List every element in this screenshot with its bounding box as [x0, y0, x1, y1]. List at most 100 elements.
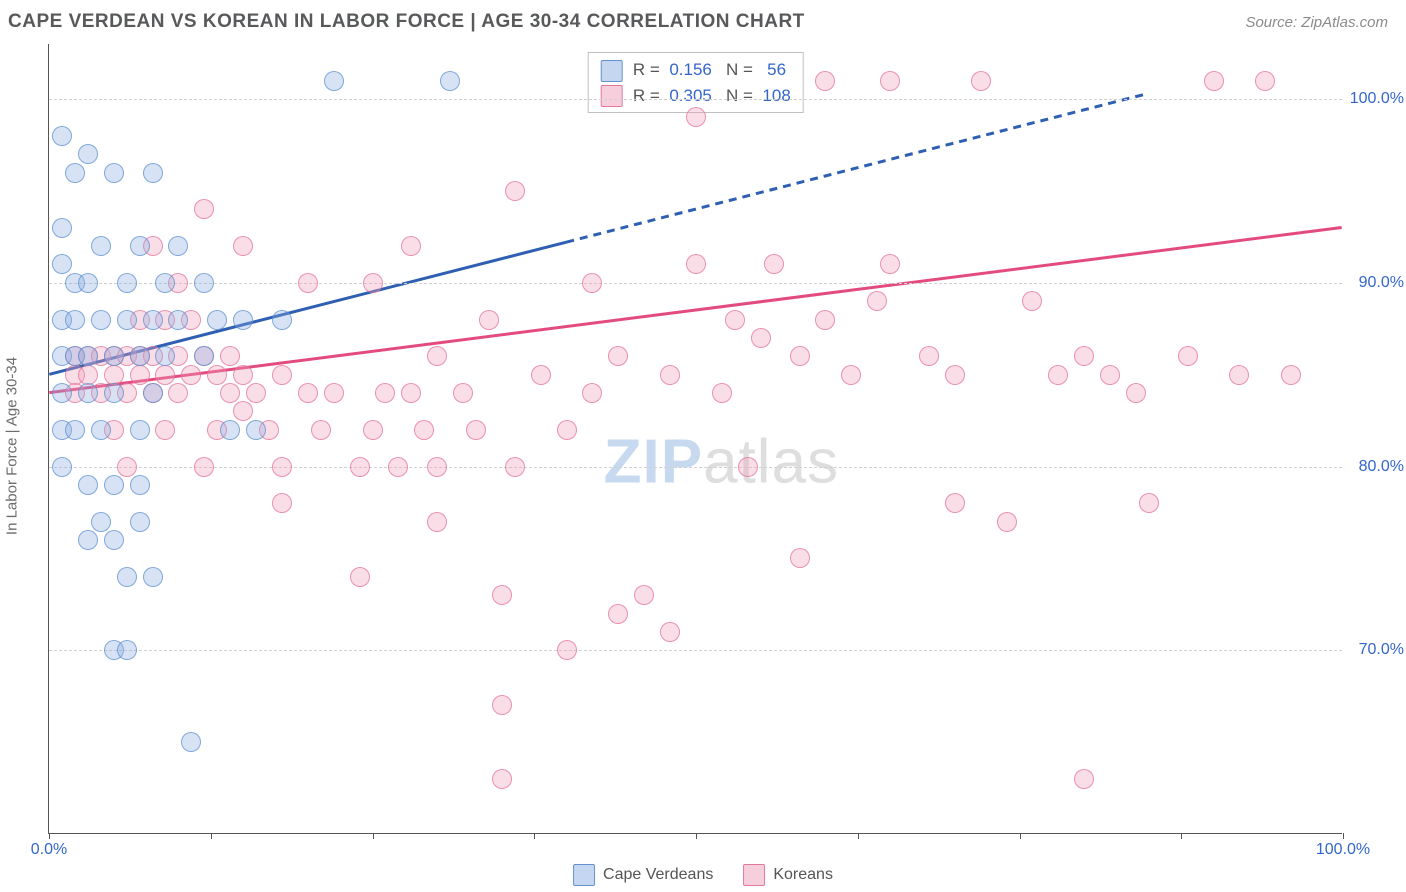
- data-point-korean: [401, 383, 421, 403]
- data-point-capeverdean: [194, 346, 214, 366]
- data-point-korean: [220, 346, 240, 366]
- data-point-capeverdean: [65, 420, 85, 440]
- chart-header: CAPE VERDEAN VS KOREAN IN LABOR FORCE | …: [0, 0, 1406, 44]
- data-point-capeverdean: [117, 567, 137, 587]
- legend-item-capeverdeans: Cape Verdeans: [573, 864, 713, 886]
- data-point-korean: [130, 365, 150, 385]
- data-point-korean: [557, 640, 577, 660]
- x-tick-mark: [858, 833, 859, 839]
- data-point-korean: [492, 769, 512, 789]
- data-point-korean: [427, 457, 447, 477]
- data-point-korean: [194, 457, 214, 477]
- watermark: ZIPatlas: [604, 427, 839, 498]
- data-point-korean: [790, 346, 810, 366]
- data-point-korean: [298, 383, 318, 403]
- x-tick-mark: [696, 833, 697, 839]
- data-point-korean: [1255, 71, 1275, 91]
- data-point-korean: [582, 273, 602, 293]
- chart-title: CAPE VERDEAN VS KOREAN IN LABOR FORCE | …: [8, 11, 805, 33]
- data-point-korean: [1229, 365, 1249, 385]
- x-tick-label: 0.0%: [31, 841, 67, 859]
- data-point-korean: [466, 420, 486, 440]
- data-point-korean: [634, 585, 654, 605]
- data-point-capeverdean: [65, 310, 85, 330]
- data-point-capeverdean: [130, 236, 150, 256]
- gridline-h: [49, 467, 1342, 468]
- data-point-capeverdean: [324, 71, 344, 91]
- data-point-capeverdean: [78, 530, 98, 550]
- data-point-capeverdean: [78, 273, 98, 293]
- data-point-korean: [686, 107, 706, 127]
- data-point-korean: [880, 71, 900, 91]
- data-point-capeverdean: [104, 383, 124, 403]
- data-point-korean: [388, 457, 408, 477]
- data-point-capeverdean: [143, 163, 163, 183]
- data-point-korean: [725, 310, 745, 330]
- data-point-korean: [608, 346, 628, 366]
- swatch-blue-icon: [600, 60, 622, 82]
- data-point-korean: [505, 181, 525, 201]
- scatter-plot-area: ZIPatlas R = 0.156 N = 56 R = 0.305 N = …: [48, 44, 1342, 834]
- data-point-capeverdean: [78, 383, 98, 403]
- data-point-korean: [414, 420, 434, 440]
- data-point-capeverdean: [52, 126, 72, 146]
- data-point-capeverdean: [91, 420, 111, 440]
- data-point-korean: [751, 328, 771, 348]
- data-point-capeverdean: [272, 310, 292, 330]
- data-point-korean: [427, 512, 447, 532]
- data-point-korean: [919, 346, 939, 366]
- data-point-korean: [233, 236, 253, 256]
- data-point-korean: [78, 365, 98, 385]
- x-tick-mark: [49, 833, 50, 839]
- data-point-capeverdean: [155, 346, 175, 366]
- data-point-capeverdean: [233, 310, 253, 330]
- data-point-korean: [401, 236, 421, 256]
- data-point-korean: [375, 383, 395, 403]
- x-tick-label: 100.0%: [1316, 841, 1370, 859]
- data-point-korean: [233, 365, 253, 385]
- data-point-korean: [427, 346, 447, 366]
- data-point-korean: [207, 365, 227, 385]
- data-point-korean: [363, 273, 383, 293]
- data-point-korean: [168, 383, 188, 403]
- data-point-korean: [363, 420, 383, 440]
- data-point-korean: [311, 420, 331, 440]
- data-point-capeverdean: [194, 273, 214, 293]
- data-point-korean: [453, 383, 473, 403]
- data-point-korean: [155, 365, 175, 385]
- legend-row-pink: R = 0.305 N = 108: [600, 83, 791, 109]
- data-point-korean: [531, 365, 551, 385]
- data-point-korean: [492, 585, 512, 605]
- data-point-korean: [1139, 493, 1159, 513]
- data-point-capeverdean: [181, 732, 201, 752]
- data-point-capeverdean: [78, 346, 98, 366]
- data-point-korean: [686, 254, 706, 274]
- data-point-capeverdean: [91, 236, 111, 256]
- data-point-capeverdean: [143, 383, 163, 403]
- data-point-capeverdean: [130, 475, 150, 495]
- data-point-korean: [272, 365, 292, 385]
- gridline-h: [49, 283, 1342, 284]
- data-point-korean: [324, 383, 344, 403]
- x-tick-mark: [373, 833, 374, 839]
- data-point-capeverdean: [52, 457, 72, 477]
- data-point-korean: [117, 457, 137, 477]
- data-point-korean: [945, 493, 965, 513]
- data-point-capeverdean: [91, 512, 111, 532]
- data-point-korean: [246, 383, 266, 403]
- data-point-korean: [945, 365, 965, 385]
- data-point-capeverdean: [104, 346, 124, 366]
- y-tick-label: 90.0%: [1359, 274, 1404, 292]
- x-tick-mark: [211, 833, 212, 839]
- x-tick-mark: [1343, 833, 1344, 839]
- x-tick-mark: [1181, 833, 1182, 839]
- data-point-korean: [1281, 365, 1301, 385]
- data-point-korean: [1048, 365, 1068, 385]
- gridline-h: [49, 650, 1342, 651]
- data-point-korean: [790, 548, 810, 568]
- data-point-capeverdean: [130, 512, 150, 532]
- data-point-korean: [233, 401, 253, 421]
- y-tick-label: 80.0%: [1359, 458, 1404, 476]
- data-point-capeverdean: [130, 346, 150, 366]
- data-point-korean: [557, 420, 577, 440]
